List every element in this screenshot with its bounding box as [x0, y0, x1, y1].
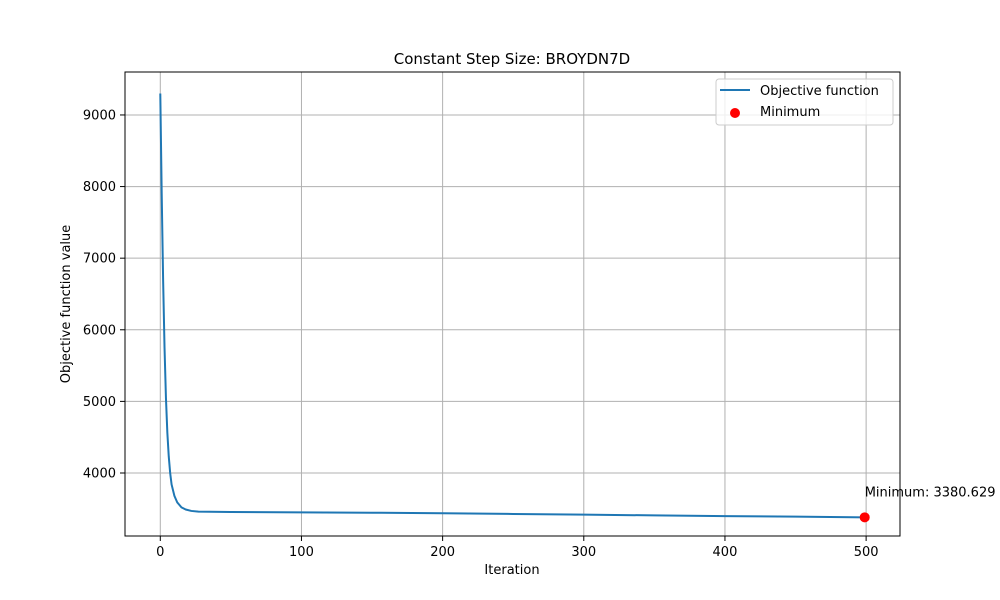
grid-lines [125, 72, 900, 536]
x-axis-label: Iteration [484, 563, 539, 578]
y-tick-label: 7000 [83, 252, 116, 267]
x-tick-label: 100 [289, 545, 314, 560]
x-tick-label: 300 [571, 545, 596, 560]
x-tick-label: 200 [430, 545, 455, 560]
legend-entry-objective-function: Objective function [760, 84, 879, 99]
legend-swatch-dot [730, 108, 740, 118]
legend-entry-minimum: Minimum [760, 105, 820, 120]
x-tick-label: 400 [713, 545, 738, 560]
chart-title: Constant Step Size: BROYDN7D [394, 50, 630, 68]
minimum-annotation: Minimum: 3380.629 [865, 485, 996, 500]
y-tick-label: 4000 [83, 466, 116, 481]
x-axis-ticks: 0 100 200 300 400 500 [156, 536, 879, 560]
y-tick-label: 8000 [83, 180, 116, 195]
y-axis-label: Objective function value [59, 225, 74, 384]
legend: Objective function Minimum [715, 78, 894, 126]
series-line-objective-function [159, 93, 865, 519]
minimum-point [859, 512, 870, 523]
annotations: Minimum: 3380.629 [865, 485, 996, 500]
x-tick-label: 0 [156, 545, 164, 560]
y-tick-label: 9000 [83, 108, 116, 123]
plot-area [159, 93, 870, 523]
x-tick-label: 500 [854, 545, 879, 560]
legend-box [715, 78, 894, 126]
y-axis-ticks: 4000 5000 6000 7000 8000 9000 [83, 108, 125, 481]
y-tick-label: 6000 [83, 323, 116, 338]
axes-frame [124, 71, 901, 537]
y-tick-label: 5000 [83, 395, 116, 410]
